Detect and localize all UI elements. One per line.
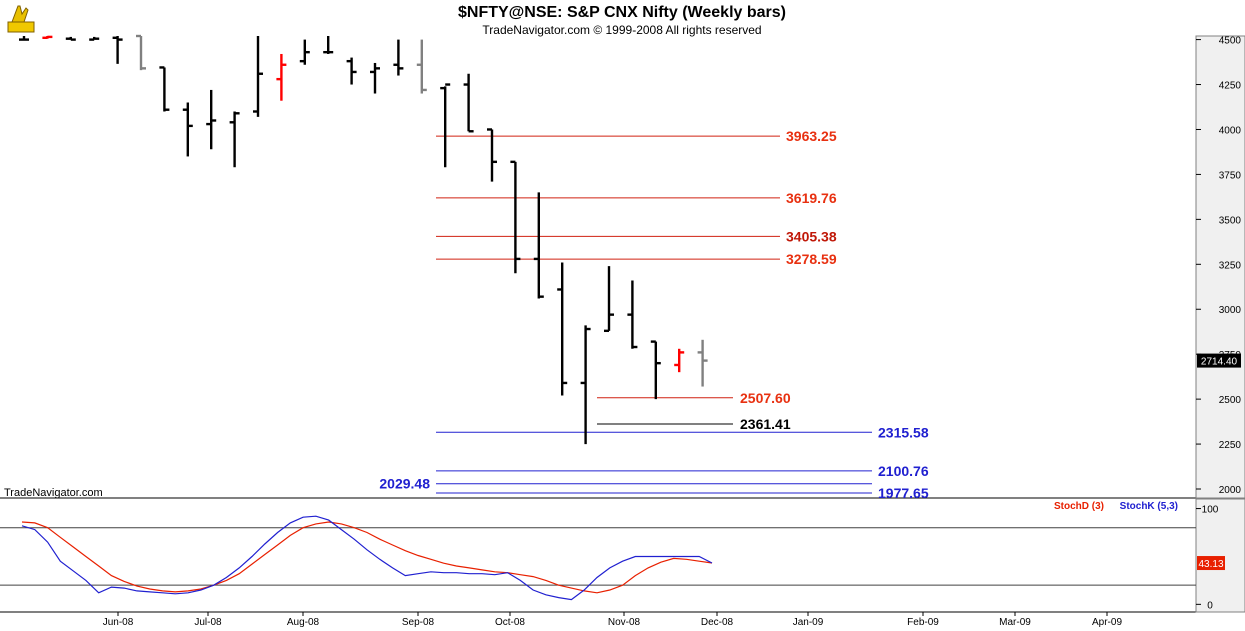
ohlc-bar xyxy=(229,111,240,168)
ohlc-bar xyxy=(65,36,76,41)
stoch-legend: StochD (3) StochK (5,3) xyxy=(1054,501,1178,512)
level-line-3405-38: 3405.38 xyxy=(436,228,837,244)
price-y-tick-label: 4500 xyxy=(1219,36,1242,47)
ohlc-bar xyxy=(557,262,568,396)
price-y-tick-label: 4250 xyxy=(1219,81,1242,92)
level-line-2029-48: 2029.48 xyxy=(379,476,872,492)
level-label: 2361.41 xyxy=(740,416,791,432)
level-line-2361-41: 2361.41 xyxy=(597,416,791,432)
level-label: 2029.48 xyxy=(379,476,430,492)
stoch-last-marker: 43.13 xyxy=(1197,556,1225,571)
trade-navigator-logo-icon xyxy=(7,5,35,33)
last-price-box xyxy=(1197,353,1241,368)
price-y-tick-label: 3750 xyxy=(1219,170,1242,181)
level-line-2507-60: 2507.60 xyxy=(597,390,791,406)
level-line-3963-25: 3963.25 xyxy=(436,128,837,144)
level-line-2100-76: 2100.76 xyxy=(436,463,929,479)
ohlc-bar xyxy=(463,73,474,133)
x-tick-label: Jan-09 xyxy=(793,617,824,628)
price-y-tick-label: 3500 xyxy=(1219,215,1242,226)
level-label: 3619.76 xyxy=(786,190,837,206)
ohlc-bar xyxy=(604,266,614,333)
stoch-reference-lines xyxy=(0,527,1196,586)
ohlc-bar xyxy=(416,39,427,94)
stoch-last-label: 43.13 xyxy=(1198,559,1223,570)
ohlc-bar xyxy=(510,160,521,274)
ohlc-bar xyxy=(487,128,497,182)
stoch-y-tick-label: 0 xyxy=(1207,600,1213,611)
level-label: 1977.65 xyxy=(878,485,929,501)
x-tick-label: Jun-08 xyxy=(103,617,134,628)
price-axis-panel xyxy=(1195,35,1245,499)
stoch-last-box xyxy=(1197,556,1225,571)
copyright-note: TradeNavigator.com © 1999-2008 All right… xyxy=(482,23,761,37)
price-y-tick-label: 3250 xyxy=(1219,260,1242,271)
stoch-y-tick-label: 100 xyxy=(1202,505,1219,516)
level-label: 3405.38 xyxy=(786,228,837,244)
ohlc-bar xyxy=(650,340,661,400)
ohlc-bar xyxy=(42,35,53,39)
ohlc-bar xyxy=(346,57,357,85)
x-tick-label: Sep-08 xyxy=(402,617,435,628)
level-label: 2100.76 xyxy=(878,463,929,479)
ohlc-bar xyxy=(393,39,404,76)
level-line-1977-65: 1977.65 xyxy=(436,485,929,501)
ohlc-bar xyxy=(276,53,287,101)
x-tick-label: Dec-08 xyxy=(701,617,734,628)
ohlc-bar xyxy=(697,339,708,387)
x-tick-label: Mar-09 xyxy=(999,617,1031,628)
x-tick-label: Apr-09 xyxy=(1092,617,1122,628)
price-y-tick-label: 3000 xyxy=(1219,305,1242,316)
date-x-axis: Jun-08 Jul-08 Aug-08 Sep-08 Oct-08 Nov-08 Dec-… xyxy=(103,612,1122,628)
x-tick-label: Jul-08 xyxy=(194,617,222,628)
ohlc-bar xyxy=(136,34,146,71)
level-line-3619-76: 3619.76 xyxy=(436,190,837,206)
ohlc-bar xyxy=(159,66,170,112)
price-y-tick-label: 4000 xyxy=(1219,125,1242,136)
price-y-tick-label: 2500 xyxy=(1219,395,1242,406)
stoch-y-axis: 0 100 xyxy=(1196,505,1219,611)
ohlc-bar xyxy=(112,36,123,64)
ohlc-bar xyxy=(253,36,263,117)
level-label: 2507.60 xyxy=(740,390,791,406)
last-price-label: 2714.40 xyxy=(1201,357,1238,368)
level-label: 3963.25 xyxy=(786,128,837,144)
last-price-marker: 2714.40 xyxy=(1197,353,1241,368)
stochastic-lines xyxy=(21,515,713,601)
x-tick-label: Oct-08 xyxy=(495,617,525,628)
level-label: 2315.58 xyxy=(878,424,929,440)
ohlc-bars xyxy=(19,34,708,445)
price-y-tick-label: 2250 xyxy=(1219,440,1242,451)
level-line-3278-59: 3278.59 xyxy=(436,251,837,267)
chart-title: $NFTY@NSE: S&P CNX Nifty (Weekly bars) xyxy=(458,4,786,21)
x-tick-label: Aug-08 xyxy=(287,617,320,628)
stoch-legend-d: StochD (3) xyxy=(1054,501,1104,512)
x-tick-label: Nov-08 xyxy=(608,617,641,628)
ohlc-bar xyxy=(206,89,217,150)
ohlc-bar xyxy=(182,102,193,157)
ohlc-bar xyxy=(323,36,334,54)
price-y-tick-label: 2000 xyxy=(1219,485,1242,496)
ohlc-bar xyxy=(370,62,380,94)
ohlc-bar xyxy=(580,325,591,445)
x-tick-label: Feb-09 xyxy=(907,617,939,628)
ohlc-bar xyxy=(440,83,451,168)
stoch-legend-k: StochK (5,3) xyxy=(1120,501,1178,512)
ohlc-bar xyxy=(533,192,544,299)
ohlc-bar xyxy=(89,36,100,41)
watermark: TradeNavigator.com xyxy=(4,487,103,499)
ohlc-bar xyxy=(299,39,310,65)
ohlc-bar xyxy=(627,280,638,349)
level-label: 3278.59 xyxy=(786,251,837,267)
support-resistance-levels: 3963.25 3619.76 3405.38 3278.59 2507.60 2361.… xyxy=(379,128,928,501)
level-line-2315-58: 2315.58 xyxy=(436,424,929,440)
stoch-axis-panel xyxy=(1195,498,1245,613)
ohlc-bar xyxy=(19,36,29,41)
stoch-series-line xyxy=(21,515,713,601)
stoch-series-line xyxy=(21,521,713,594)
ohlc-bar xyxy=(674,348,685,373)
